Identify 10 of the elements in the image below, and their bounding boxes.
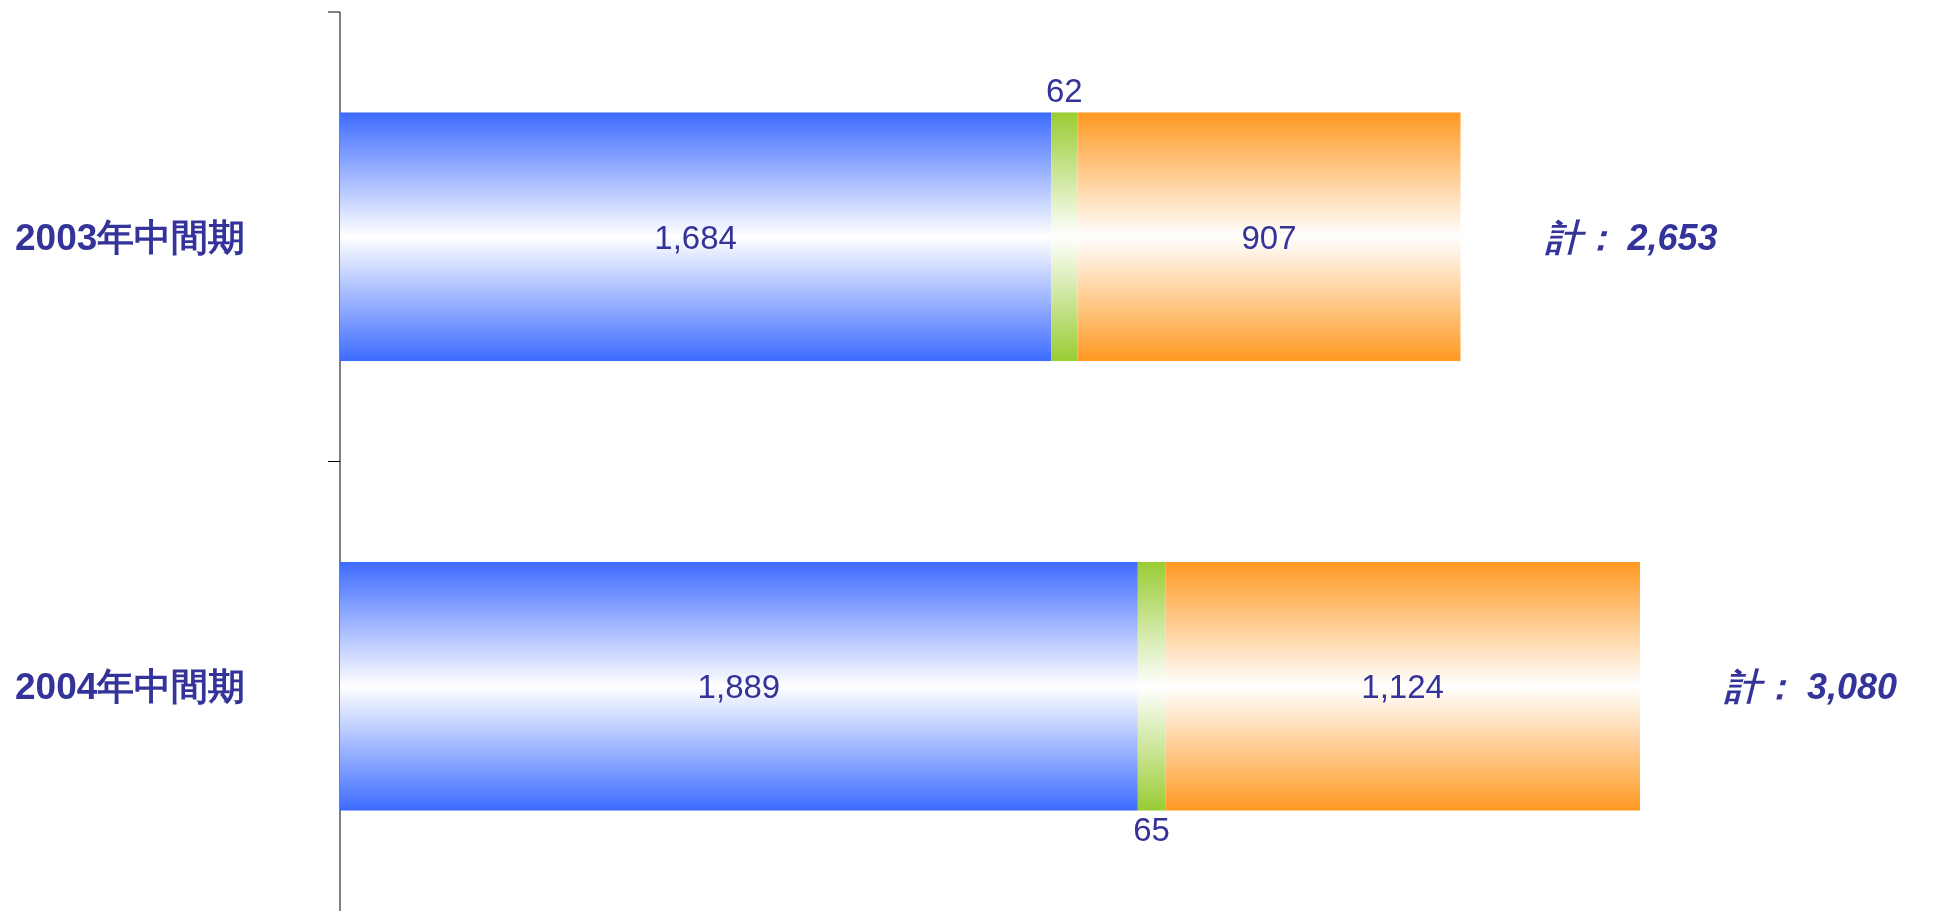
data-label: 1,684 [654,218,737,256]
data-label: 65 [1133,810,1170,848]
data-label: 62 [1045,72,1083,110]
data-label: 907 [1241,218,1297,256]
y-tick-label: 2003年中間期 [15,216,246,258]
y-tick-label: 2004年中間期 [15,666,246,708]
data-label: 1,124 [1361,668,1444,706]
total-label: 計： 3,080 [1724,666,1898,708]
total-label: 計： 2,653 [1544,216,1718,258]
data-label: 1,889 [697,668,781,706]
